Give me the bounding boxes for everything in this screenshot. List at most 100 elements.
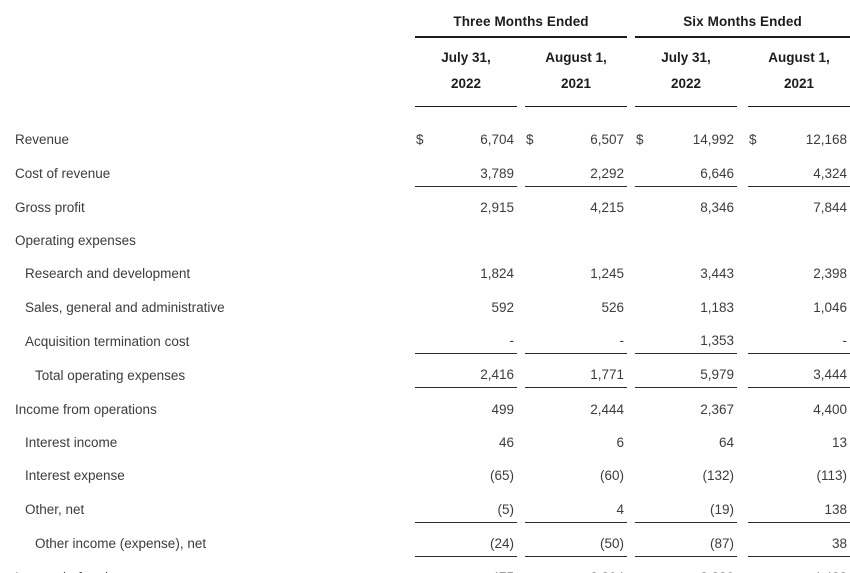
- cell-value: [766, 220, 850, 253]
- row-label: Income before income tax: [14, 556, 415, 573]
- cell-value: 4,438: [766, 556, 850, 573]
- currency-symbol: [415, 388, 433, 422]
- cell-value: [433, 220, 517, 253]
- header-spacer: [14, 10, 415, 37]
- date-header-q3-2022: July 31, 2022: [415, 37, 517, 107]
- table-header: Three Months Ended Six Months Ended July…: [14, 10, 850, 107]
- column-gap: [737, 220, 748, 253]
- currency-symbol: [635, 488, 653, 523]
- cell-value: [653, 220, 737, 253]
- column-gap: [627, 152, 635, 186]
- table-row: Income before income tax 475 2,394 2,280 4,4…: [14, 556, 850, 573]
- column-gap: [517, 107, 525, 153]
- currency-symbol: [635, 522, 653, 557]
- cell-value: 4,215: [590, 199, 624, 215]
- column-gap: [517, 286, 525, 319]
- cell-value: 1,824: [480, 266, 514, 282]
- currency-symbol: $: [416, 132, 424, 148]
- cell-value: -: [433, 319, 517, 355]
- currency-symbol: [748, 455, 766, 488]
- column-gap: [627, 220, 635, 253]
- cell-value: 2,280: [653, 556, 737, 573]
- currency-symbol: [415, 220, 433, 253]
- date-line-month: July 31,: [441, 50, 491, 65]
- date-line-year: 2022: [670, 76, 702, 91]
- column-gap: [737, 488, 748, 522]
- column-gap: [627, 107, 635, 153]
- date-header-q3-2021: August 1, 2021: [525, 37, 627, 107]
- currency-symbol: [748, 556, 766, 573]
- cell-value: 2,292: [543, 152, 627, 187]
- currency-symbol: [415, 286, 433, 319]
- currency-symbol: [525, 422, 543, 455]
- cell-value: (65): [489, 468, 514, 484]
- currency-symbol: [635, 455, 653, 488]
- currency-symbol: [635, 422, 653, 455]
- currency-symbol: [635, 253, 653, 286]
- currency-symbol: [635, 556, 653, 573]
- column-gap: [627, 556, 635, 573]
- currency-symbol: [415, 488, 433, 523]
- column-gap: [627, 354, 635, 388]
- date-line-month: August 1,: [545, 50, 607, 65]
- column-gap: [517, 488, 525, 522]
- table-row: Interest expense (65) (60) (132) (113): [14, 455, 850, 488]
- table-body: Revenue $6,704 $6,507 $14,992 $12,168 Cost of…: [14, 107, 850, 573]
- cell-value: 64: [718, 434, 734, 450]
- currency-symbol: $: [526, 132, 534, 148]
- column-gap: [627, 286, 635, 319]
- column-gap: [517, 253, 525, 286]
- table-row: Gross profit 2,915 4,215 8,346 7,844: [14, 186, 850, 220]
- column-gap: [627, 37, 635, 107]
- currency-symbol: [415, 253, 433, 286]
- currency-symbol: [635, 286, 653, 319]
- currency-symbol: [415, 152, 433, 187]
- cell-value: 138: [766, 488, 850, 523]
- currency-symbol: [525, 353, 543, 389]
- cell-value: 499: [491, 401, 514, 417]
- cell-value: 592: [491, 299, 514, 315]
- cell-value: 6,704: [480, 132, 514, 148]
- cell-value: 2,367: [700, 401, 734, 417]
- cell-value: 12,168: [805, 132, 848, 148]
- cell-value: 3,444: [766, 353, 850, 389]
- date-header-h1-2022: July 31, 2022: [635, 37, 737, 107]
- currency-symbol: [415, 522, 433, 557]
- currency-symbol: [415, 556, 433, 573]
- column-gap: [737, 37, 748, 107]
- column-gap: [517, 422, 525, 455]
- table-row: Cost of revenue 3,789 2,292 6,646 4,324: [14, 152, 850, 187]
- currency-symbol: [635, 319, 653, 355]
- column-gap: [517, 186, 525, 220]
- cell-value: 475: [433, 556, 517, 573]
- column-gap: [627, 10, 635, 37]
- period-header-six-months: Six Months Ended: [635, 10, 850, 38]
- column-gap: [737, 455, 748, 488]
- row-label: Acquisition termination cost: [25, 333, 190, 349]
- cell-value: 4,324: [766, 152, 850, 187]
- currency-symbol: [748, 186, 766, 220]
- currency-symbol: [635, 220, 653, 253]
- column-gap: [627, 522, 635, 556]
- table-row: Interest income 46 6 64 13: [14, 422, 850, 455]
- column-gap: [737, 320, 748, 354]
- currency-symbol: [525, 319, 543, 355]
- table-row: Income from operations 499 2,444 2,367 4,400: [14, 388, 850, 422]
- header-spacer: [14, 37, 415, 107]
- row-label: Other, net: [25, 502, 85, 518]
- cell-value: 4: [543, 488, 627, 523]
- currency-symbol: [635, 388, 653, 422]
- column-gap: [517, 354, 525, 388]
- cell-value: 2,416: [433, 353, 517, 389]
- cell-value: 6: [616, 434, 624, 450]
- cell-value: 526: [601, 299, 624, 315]
- currency-symbol: [415, 422, 433, 455]
- column-gap: [517, 152, 525, 186]
- currency-symbol: [415, 319, 433, 355]
- currency-symbol: [525, 455, 543, 488]
- cell-value: (19): [653, 488, 737, 523]
- cell-value: 6,646: [653, 152, 737, 187]
- currency-symbol: [635, 186, 653, 220]
- currency-symbol: [525, 556, 543, 573]
- currency-symbol: [525, 152, 543, 187]
